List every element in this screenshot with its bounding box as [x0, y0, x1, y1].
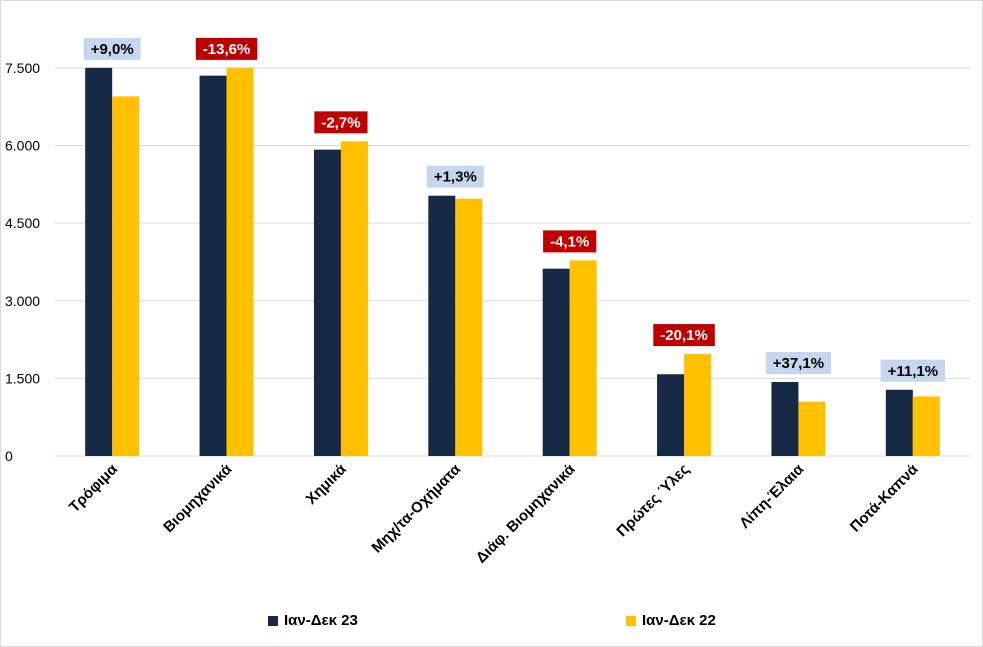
change-label: +37,1% [765, 351, 832, 374]
change-label: -4,1% [543, 230, 597, 253]
y-axis: 0 1.500 3.000 4.500 6.000 7.500 [5, 60, 40, 464]
change-label: -2,7% [314, 111, 368, 134]
bar-series-1 [85, 67, 113, 456]
bar-series-2 [569, 260, 597, 456]
change-label-bg [426, 165, 484, 188]
bar-series-2 [112, 96, 140, 457]
x-tick-label: Χημικά [303, 460, 351, 508]
bar-series-1 [771, 381, 799, 456]
x-tick-label: Διάφ. Βιομηχανικά [473, 460, 579, 566]
change-label-text: +37,1% [773, 355, 824, 372]
change-label: -20,1% [653, 324, 715, 347]
x-tick-label: Λίπη-Έλαια [736, 460, 808, 532]
change-label-bg [543, 230, 597, 253]
gridlines [55, 67, 970, 457]
bar-series-2 [455, 198, 483, 457]
legend-item-series-1: Ιαν-Δεκ 23 [268, 612, 358, 629]
x-tick-label: Ποτά-Καπνά [847, 460, 922, 535]
y-tick-label: 1.500 [5, 370, 40, 386]
change-label-text: -4,1% [550, 233, 589, 250]
legend-label-series-2: Ιαν-Δεκ 22 [642, 612, 716, 629]
bar-series-2 [340, 141, 368, 457]
legend-item-series-2: Ιαν-Δεκ 22 [626, 612, 716, 629]
change-label: -13,6% [195, 37, 258, 60]
legend-swatch-series-1 [268, 615, 278, 626]
change-annotations: +9,0% -13,6% -2,7% +1,3% -4,1% -20,1% +37,1% +1… [83, 37, 946, 382]
x-tick-label: Μηχ/τα-Οχήματα [368, 460, 464, 556]
bar-series-1 [657, 374, 685, 456]
x-tick-label: Πρώτες Ύλες [613, 461, 693, 541]
bar-series-1 [428, 195, 456, 456]
y-tick-label: 4.500 [5, 215, 40, 231]
bar-series-1 [313, 149, 341, 456]
legend-swatch-series-2 [626, 615, 636, 626]
bars [85, 67, 940, 457]
change-label-bg [314, 111, 368, 134]
change-label-text: -2,7% [321, 114, 360, 131]
change-label: +11,1% [880, 359, 946, 382]
y-tick-label: 3.000 [5, 293, 40, 309]
legend-label-series-1: Ιαν-Δεκ 23 [284, 612, 358, 629]
change-label-bg [880, 359, 946, 382]
bar-series-2 [684, 354, 712, 456]
bar-series-2 [226, 67, 254, 456]
change-label-text: +1,3% [434, 169, 477, 186]
y-tick-label: 7.500 [5, 60, 40, 76]
change-label: +9,0% [83, 37, 141, 60]
change-label-bg [765, 351, 832, 374]
y-tick-label: 6.000 [5, 138, 40, 154]
change-label-text: -13,6% [203, 41, 251, 58]
bar-series-2 [798, 401, 826, 456]
change-label-bg [195, 37, 258, 60]
x-axis: Τρόφιμα Βιομηχανικά Χημικά Μηχ/τα-Οχήματα Δι… [66, 460, 922, 566]
change-label-bg [83, 37, 141, 60]
bar-series-1 [542, 268, 570, 456]
change-label-text: +9,0% [91, 41, 134, 58]
change-label-text: +11,1% [888, 363, 938, 380]
bar-series-1 [885, 389, 913, 456]
x-tick-label: Τρόφιμα [66, 460, 122, 516]
y-tick-label: 0 [5, 448, 13, 464]
change-label-text: -20,1% [660, 327, 708, 344]
change-label: +1,3% [426, 165, 484, 188]
bar-series-2 [912, 396, 940, 456]
x-tick-label: Βιομηχανικά [160, 460, 236, 536]
change-label-bg [653, 324, 715, 347]
bar-series-1 [199, 75, 227, 456]
